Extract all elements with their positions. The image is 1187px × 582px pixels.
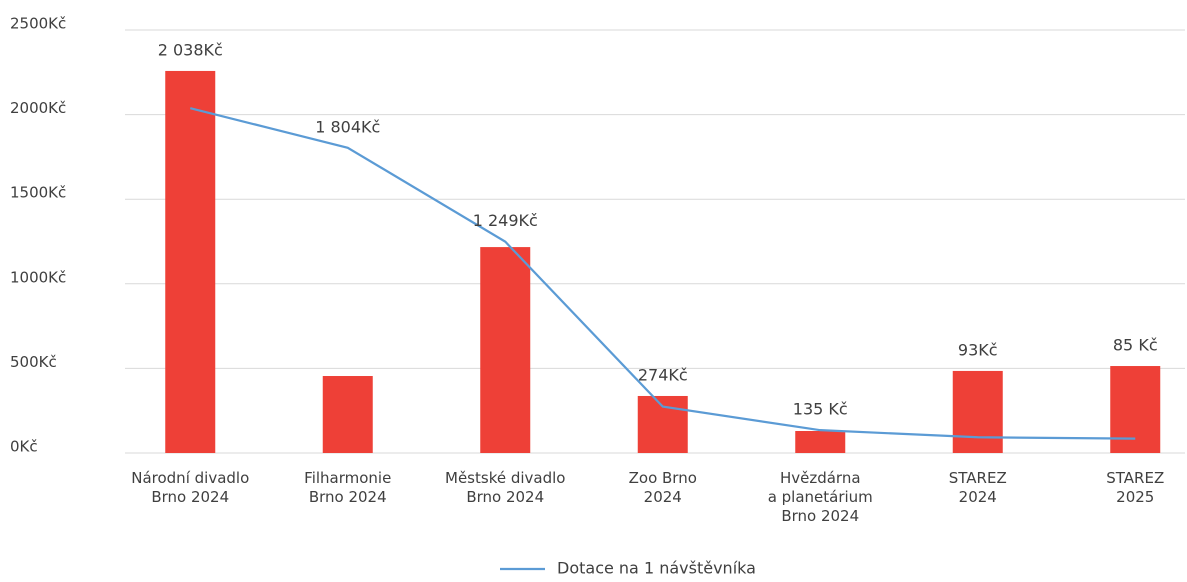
y-tick-label: 1500Kč — [10, 184, 66, 202]
data-label: 274Kč — [638, 365, 688, 384]
bar — [952, 370, 1003, 453]
bar — [165, 70, 216, 453]
x-tick-label-line: 2024 — [644, 488, 682, 506]
y-tick-label: 0Kč — [10, 438, 38, 456]
data-label: 2 038Kč — [158, 40, 223, 59]
x-tick-label-line: 2024 — [959, 488, 997, 506]
bar — [795, 431, 846, 453]
bar — [1110, 366, 1161, 453]
legend-label: Dotace na 1 návštěvníka — [557, 559, 756, 578]
x-tick-label: Národní divadlo Brno 2024 — [131, 469, 249, 506]
x-tick-label-line: Brno 2024 — [151, 488, 229, 506]
x-tick-label-line: Městské divadlo — [445, 469, 565, 487]
x-tick-label-line: Hvězdárna — [780, 469, 861, 487]
x-tick-label-line: STAREZ — [1106, 469, 1164, 487]
x-tick-label: Hvězdárna a planetárium Brno 2024 — [768, 469, 873, 525]
y-tick-label: 500Kč — [10, 353, 57, 371]
x-tick-label-line: Brno 2024 — [781, 507, 859, 525]
data-label: 93Kč — [958, 340, 998, 359]
x-tick-label: STAREZ 2024 — [949, 469, 1007, 506]
x-tick-label-line: Národní divadlo — [131, 469, 249, 487]
x-tick-label-line: a planetárium — [768, 488, 873, 506]
x-tick-label-line: Brno 2024 — [466, 488, 544, 506]
y-tick-label: 2000Kč — [10, 99, 66, 117]
bar — [637, 395, 688, 453]
line — [189, 107, 1136, 440]
x-tick-label: Zoo Brno 2024 — [629, 469, 697, 506]
bar — [322, 376, 373, 453]
data-label: 135 Kč — [793, 400, 848, 419]
x-tick-label-line: Brno 2024 — [309, 488, 387, 506]
bar — [480, 247, 531, 453]
x-tick-label-line: Zoo Brno — [629, 469, 697, 487]
x-tick-label-line: STAREZ — [949, 469, 1007, 487]
x-tick-label: Filharmonie Brno 2024 — [304, 469, 391, 506]
data-label: 1 804Kč — [315, 117, 380, 136]
x-tick-label-line: 2025 — [1116, 488, 1154, 506]
y-tick-label: 1000Kč — [10, 268, 66, 286]
x-tick-label-line: Filharmonie — [304, 469, 391, 487]
data-label: 1 249Kč — [473, 211, 538, 230]
x-tick-label: STAREZ 2025 — [1106, 469, 1164, 506]
data-label: 85 Kč — [1113, 336, 1158, 355]
y-tick-label: 2500Kč — [10, 15, 66, 33]
x-tick-label: Městské divadlo Brno 2024 — [445, 469, 565, 506]
